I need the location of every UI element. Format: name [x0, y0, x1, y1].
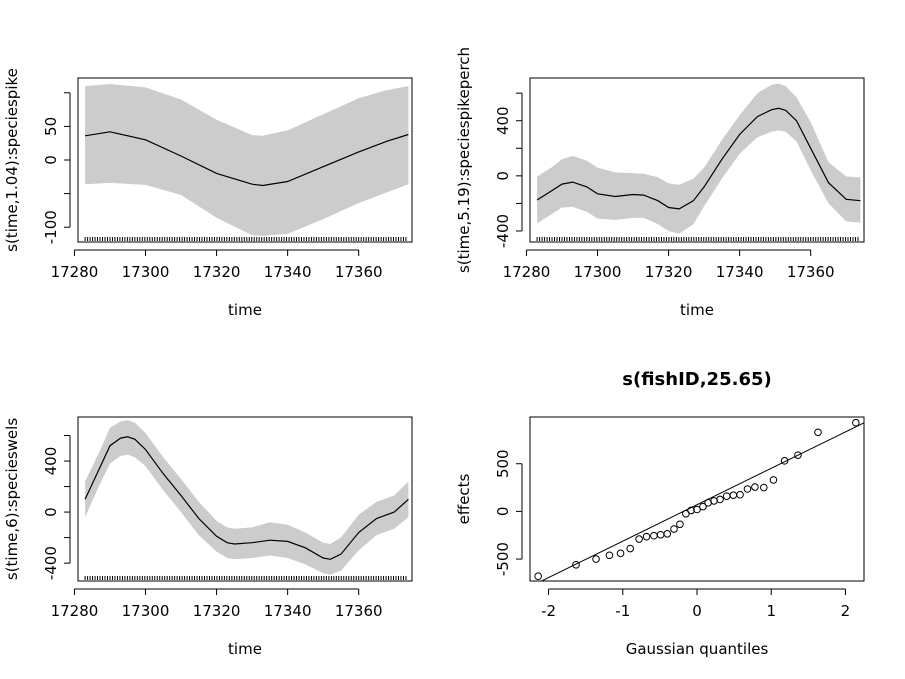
x-tick-label: 1	[766, 602, 776, 620]
data-point	[760, 483, 768, 492]
rug	[536, 237, 859, 241]
x-tick-label: 17340	[716, 263, 764, 281]
data-point	[656, 530, 665, 539]
y-tick-label: 0	[42, 507, 60, 517]
x-axis-label: Gaussian quantiles	[626, 640, 769, 658]
y-axis-label: s(time,1.04):speciespike	[3, 68, 21, 252]
y-axis-label: s(time,6):specieswels	[3, 418, 21, 580]
y-tick-label: 50	[42, 117, 60, 136]
x-axis: 17280 17300 17320 17340 17360	[51, 249, 383, 281]
data-point	[676, 520, 684, 529]
reference-line	[540, 422, 864, 581]
rug	[84, 576, 407, 580]
x-tick-label: 17320	[193, 602, 241, 620]
data-point	[616, 549, 625, 558]
y-axis: -100 0 50	[42, 92, 71, 244]
data-point	[722, 492, 731, 500]
smooth-line	[536, 107, 861, 210]
x-axis: 17280 17300 17320 17340 17360	[503, 249, 835, 281]
x-tick-label: 17360	[335, 602, 383, 620]
x-tick-label: -2	[541, 602, 556, 620]
panel-4: -2 -1 0 1 2 Gaussian quantiles -500 0 500 effects…	[455, 369, 865, 658]
x-tick-label: 17360	[787, 263, 835, 281]
x-tick-label: 17320	[645, 263, 693, 281]
y-tick-label: 0	[494, 507, 512, 517]
x-tick-label: 2	[841, 602, 851, 620]
confidence-band	[85, 420, 409, 575]
y-tick-label: 500	[494, 449, 512, 478]
x-tick-label: 17300	[122, 263, 170, 281]
rug	[84, 237, 407, 241]
x-axis: -2 -1 0 1 2	[541, 588, 851, 620]
data-point	[642, 532, 651, 541]
plot-frame	[529, 77, 865, 243]
plot-frame	[529, 416, 865, 582]
x-tick-label: 17280	[503, 263, 551, 281]
panel-1: 17280 17300 17320 17340 17360 time -100 0 50 s(ti…	[3, 68, 413, 319]
x-axis-label: time	[228, 301, 262, 319]
data-point	[716, 495, 724, 504]
plot-frame	[77, 77, 413, 243]
confidence-band	[537, 83, 861, 234]
y-tick-label: -400	[494, 214, 512, 248]
x-tick-label: 17300	[574, 263, 622, 281]
y-axis: -400 0 400	[42, 435, 71, 580]
confidence-band	[85, 84, 409, 236]
x-tick-label: 17360	[335, 263, 383, 281]
data-point	[693, 505, 701, 514]
y-tick-label: -500	[494, 542, 512, 576]
x-tick-label: 17280	[51, 263, 99, 281]
y-tick-label: 400	[42, 447, 60, 476]
data-point	[534, 572, 542, 581]
x-tick-label: 17340	[264, 602, 312, 620]
data-point	[592, 555, 600, 563]
smooth-line	[84, 436, 409, 560]
x-axis-label: time	[680, 301, 714, 319]
x-tick-label: 17340	[264, 263, 312, 281]
x-axis: 17280 17300 17320 17340 17360	[51, 588, 383, 620]
smooth-line	[85, 131, 409, 187]
y-tick-label: -100	[42, 210, 60, 244]
data-point	[670, 525, 678, 533]
data-point	[736, 490, 744, 499]
data-point	[743, 485, 752, 493]
y-tick-label: 0	[494, 171, 512, 181]
data-point	[635, 535, 643, 543]
data-point	[699, 502, 707, 511]
data-point	[729, 491, 738, 499]
data-point	[780, 457, 789, 465]
data-point	[814, 428, 822, 437]
x-tick-label: 17320	[193, 263, 241, 281]
data-point	[687, 506, 695, 515]
x-tick-label: 0	[692, 602, 702, 620]
data-point	[751, 483, 759, 491]
data-point	[650, 531, 658, 540]
y-axis: -400 0 400	[494, 92, 523, 248]
data-point	[626, 544, 635, 553]
x-axis-label: time	[228, 640, 262, 658]
plot-title: s(fishID,25.65)	[622, 369, 771, 390]
y-axis-label: s(time,5.19):speciespikeperch	[455, 47, 473, 273]
data-point	[852, 418, 860, 427]
y-tick-label: -400	[42, 546, 60, 580]
data-point	[794, 451, 802, 459]
y-axis: -500 0 500	[494, 449, 523, 576]
plot-frame	[77, 416, 413, 582]
x-tick-label: 17300	[122, 602, 170, 620]
y-tick-label: 0	[42, 155, 60, 165]
data-point	[769, 476, 778, 484]
y-tick-label: 400	[494, 106, 512, 135]
x-tick-label: -1	[615, 602, 630, 620]
panel-3: 17280 17300 17320 17340 17360 time -400 0 400 s(t…	[3, 416, 413, 658]
x-tick-label: 17280	[51, 602, 99, 620]
data-point	[682, 509, 690, 518]
data-point	[663, 530, 672, 538]
panel-2: 17280 17300 17320 17340 17360 time -400 0 400 s(t…	[455, 47, 865, 319]
data-point	[572, 560, 580, 569]
data-point	[605, 551, 614, 560]
y-axis-label: effects	[455, 473, 473, 524]
